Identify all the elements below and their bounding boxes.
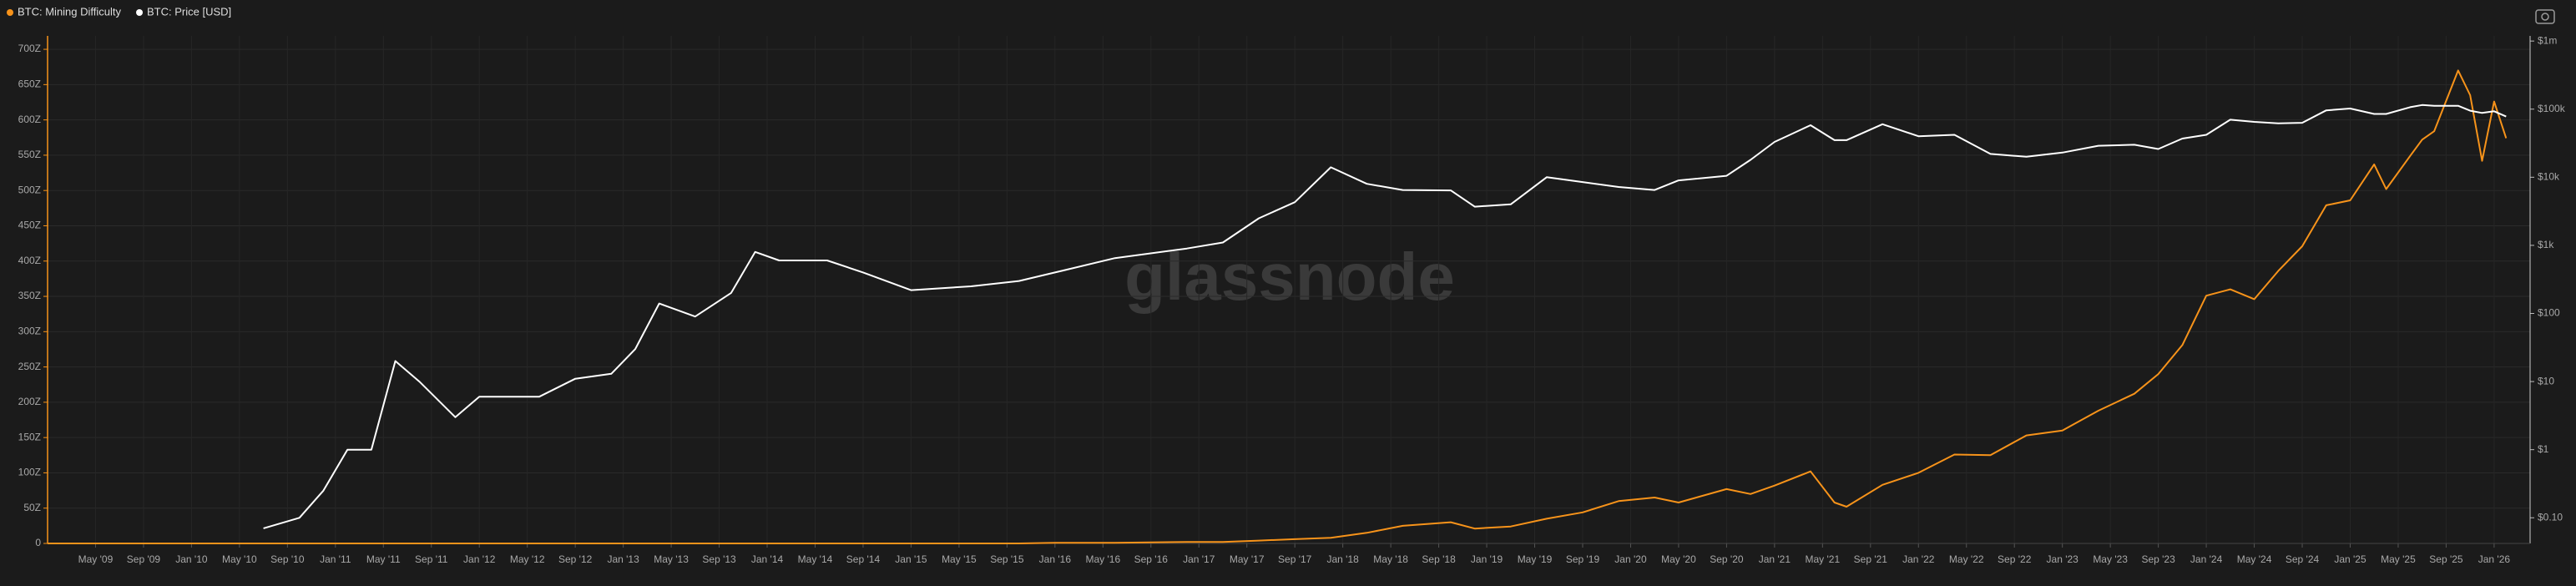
y-tick-label: 200Z — [18, 396, 41, 407]
x-tick-label: Sep '15 — [990, 553, 1024, 565]
x-tick-label: May '09 — [78, 553, 114, 565]
x-tick-label: Sep '24 — [2286, 553, 2320, 565]
x-tick-label: Jan '15 — [895, 553, 927, 565]
camera-icon[interactable] — [2535, 9, 2555, 24]
camera-body — [2535, 9, 2555, 24]
x-tick-label: Sep '13 — [702, 553, 736, 565]
y-tick-label: 50Z — [23, 502, 41, 513]
x-tick-label: Jan '19 — [1471, 553, 1503, 565]
x-tick-label: Sep '19 — [1566, 553, 1600, 565]
x-tick-label: May '24 — [2237, 553, 2272, 565]
x-tick-label: Sep '21 — [1854, 553, 1888, 565]
legend-swatch — [7, 9, 13, 16]
y-tick-label: 600Z — [18, 114, 41, 125]
x-tick-label: Sep '09 — [127, 553, 161, 565]
x-tick-label: Sep '12 — [558, 553, 593, 565]
x-tick-label: Jan '12 — [463, 553, 496, 565]
y2-tick-label: $10k — [2538, 171, 2560, 183]
x-tick-label: May '25 — [2381, 553, 2416, 565]
legend-label: BTC: Mining Difficulty — [18, 5, 122, 18]
x-tick-label: Jan '24 — [2190, 553, 2223, 565]
x-tick-label: Jan '18 — [1326, 553, 1359, 565]
y-tick-label: 350Z — [18, 290, 41, 301]
y-tick-label: 250Z — [18, 361, 41, 372]
x-tick-label: Sep '10 — [270, 553, 305, 565]
y-tick-label: 0 — [35, 537, 41, 548]
x-tick-label: Jan '20 — [1614, 553, 1647, 565]
x-tick-label: May '22 — [1949, 553, 1984, 565]
legend-swatch — [136, 9, 144, 16]
x-tick-label: May '21 — [1806, 553, 1841, 565]
x-tick-label: Sep '14 — [846, 553, 881, 565]
x-tick-label: May '11 — [366, 553, 401, 565]
watermark: glassnode — [1124, 240, 1455, 314]
x-tick-label: May '10 — [222, 553, 257, 565]
x-tick-label: Jan '23 — [2047, 553, 2079, 565]
x-tick-label: May '23 — [2093, 553, 2128, 565]
y2-tick-label: $1 — [2538, 443, 2549, 455]
x-tick-label: May '18 — [1373, 553, 1408, 565]
y2-tick-label: $1m — [2538, 34, 2557, 46]
x-tick-label: Sep '16 — [1134, 553, 1169, 565]
x-tick-label: Jan '25 — [2334, 553, 2366, 565]
x-tick-label: Jan '17 — [1183, 553, 1215, 565]
x-tick-label: May '19 — [1518, 553, 1553, 565]
y-tick-label: 500Z — [18, 184, 41, 195]
x-tick-label: Sep '11 — [415, 553, 448, 565]
x-tick-label: Jan '10 — [175, 553, 208, 565]
camera-lens — [2541, 13, 2549, 21]
x-tick-label: May '14 — [798, 553, 833, 565]
y2-tick-label: $100k — [2538, 103, 2566, 114]
x-tick-label: Jan '26 — [2478, 553, 2511, 565]
x-tick-label: Sep '18 — [1422, 553, 1456, 565]
x-tick-label: Jan '22 — [1902, 553, 1935, 565]
y-tick-label: 700Z — [18, 43, 41, 54]
x-tick-label: Jan '13 — [607, 553, 639, 565]
y-tick-label: 400Z — [18, 255, 41, 266]
y-tick-label: 550Z — [18, 149, 41, 160]
x-tick-label: May '20 — [1661, 553, 1696, 565]
y-tick-label: 450Z — [18, 220, 41, 231]
x-tick-label: Sep '22 — [1998, 553, 2032, 565]
x-tick-label: Sep '23 — [2141, 553, 2175, 565]
legend-label: BTC: Price [USD] — [147, 5, 231, 18]
x-tick-label: Jan '21 — [1759, 553, 1791, 565]
x-tick-label: Sep '25 — [2429, 553, 2463, 565]
x-tick-label: May '16 — [1085, 553, 1120, 565]
y-tick-label: 650Z — [18, 78, 41, 90]
y-tick-label: 100Z — [18, 467, 41, 478]
x-tick-label: Sep '17 — [1278, 553, 1312, 565]
y-tick-label: 150Z — [18, 431, 41, 442]
x-tick-label: May '15 — [942, 553, 977, 565]
series-line — [48, 69, 2508, 544]
x-tick-label: Jan '16 — [1039, 553, 1072, 565]
y2-tick-label: $1k — [2538, 239, 2554, 250]
y2-tick-label: $10 — [2538, 375, 2554, 386]
y2-tick-label: $100 — [2538, 307, 2560, 319]
y2-tick-label: $0.10 — [2538, 511, 2563, 523]
x-tick-label: May '17 — [1230, 553, 1265, 565]
x-tick-label: Jan '14 — [751, 553, 784, 565]
y-tick-label: 300Z — [18, 325, 41, 336]
legend: BTC: Mining Difficulty BTC: Price [USD] — [7, 5, 231, 18]
x-tick-label: Jan '11 — [320, 553, 351, 565]
x-tick-label: May '13 — [654, 553, 689, 565]
x-tick-label: May '12 — [510, 553, 545, 565]
x-tick-label: Sep '20 — [1710, 553, 1744, 565]
series-line — [263, 104, 2507, 529]
